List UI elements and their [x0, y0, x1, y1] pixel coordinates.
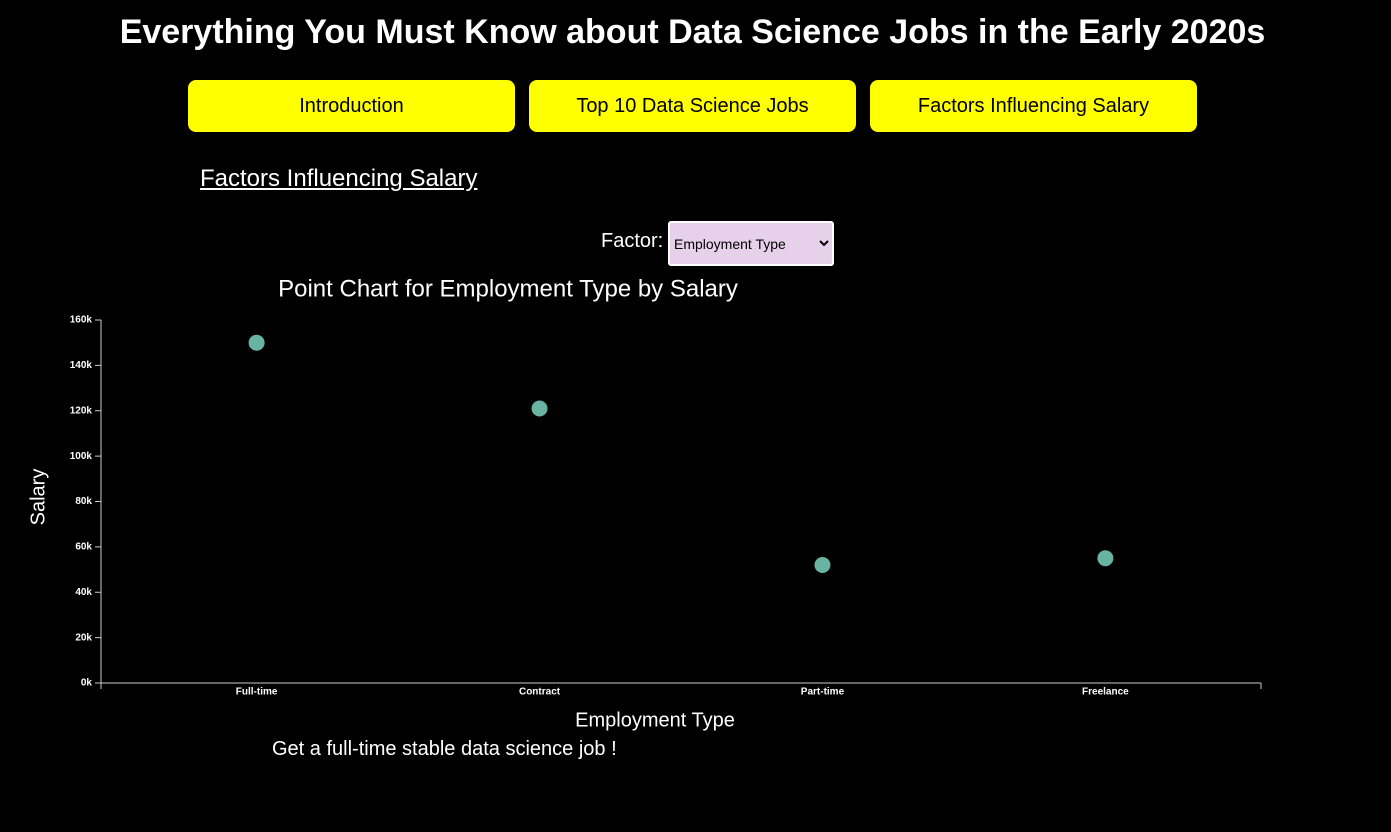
y-tick-label: 100k — [70, 451, 93, 462]
factor-label: Factor: — [601, 230, 664, 252]
chart-title: Point Chart for Employment Type by Salar… — [278, 275, 738, 302]
y-tick-label: 60k — [75, 542, 92, 553]
section-title: Factors Influencing Salary — [200, 165, 478, 192]
point — [248, 334, 265, 351]
y-axis-label: Salary — [27, 469, 49, 526]
y-tick-label: 20k — [75, 632, 92, 643]
y-tick-label: 120k — [70, 405, 93, 416]
y-tick-label: 40k — [75, 587, 92, 598]
point — [531, 400, 548, 417]
nav-button[interactable]: Top 10 Data Science Jobs — [529, 80, 856, 132]
y-tick-label: 160k — [70, 315, 93, 326]
point — [814, 557, 831, 574]
point — [1097, 550, 1114, 567]
x-tick-label: Freelance — [1082, 687, 1129, 698]
factor-select[interactable]: Employment Type — [668, 221, 834, 266]
x-tick-label: Part-time — [801, 687, 845, 698]
y-tick-label: 80k — [75, 496, 92, 507]
page-title: Everything You Must Know about Data Scie… — [119, 13, 1266, 51]
note: Get a full-time stable data science job … — [272, 738, 617, 760]
y-tick-label: 140k — [70, 360, 93, 371]
nav-button[interactable]: Factors Influencing Salary — [870, 80, 1197, 132]
x-tick-label: Full-time — [236, 687, 278, 698]
x-tick-label: Contract — [519, 687, 561, 698]
nav-button[interactable]: Introduction — [188, 80, 515, 132]
y-tick-label: 0k — [81, 678, 93, 689]
x-axis-label: Employment Type — [575, 709, 735, 731]
